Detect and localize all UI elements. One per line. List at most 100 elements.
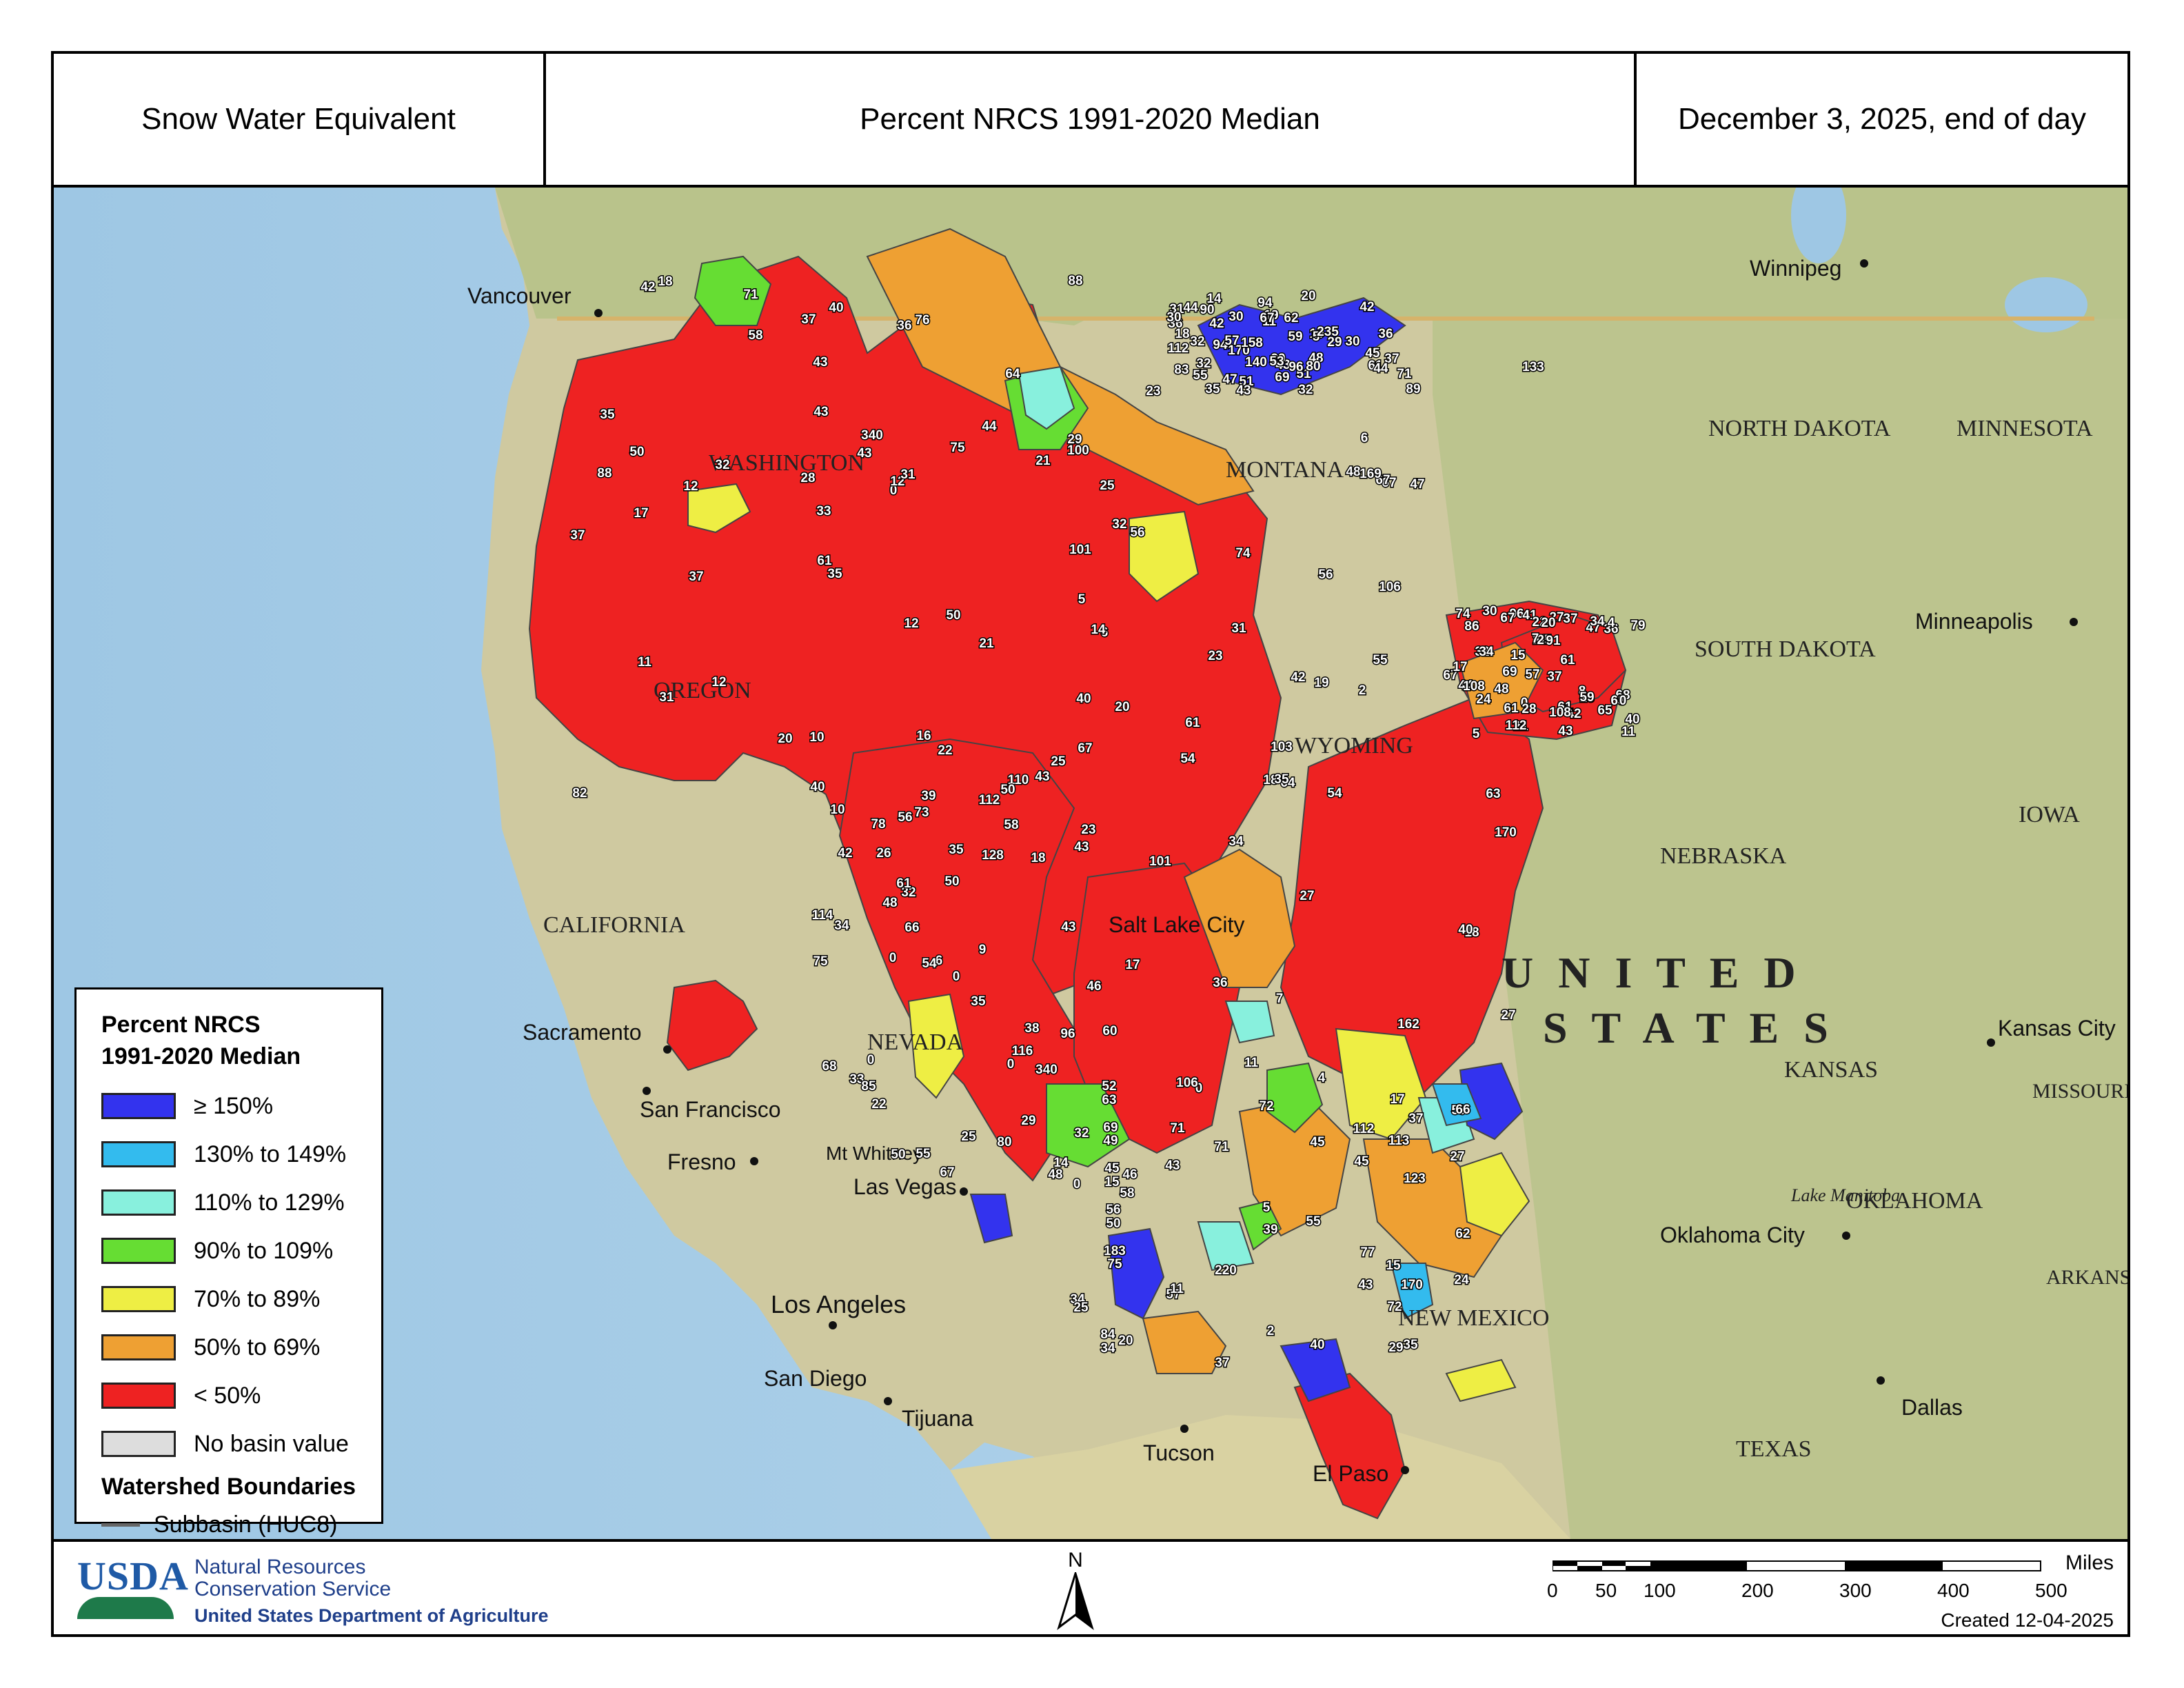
basin-value: 48: [1494, 682, 1508, 696]
basin-value: 25: [1051, 754, 1066, 769]
label-kansas: KANSAS: [1784, 1057, 1878, 1083]
basin-value: 64: [1005, 367, 1020, 381]
legend-label: 110% to 129%: [194, 1189, 345, 1216]
basin-value: 58: [748, 328, 762, 343]
basin-value: 35: [949, 843, 964, 857]
legend-label: ≥ 150%: [194, 1092, 274, 1119]
basin-regions[interactable]: [528, 228, 1627, 1520]
basin-value: 5: [1263, 1200, 1271, 1215]
basin-value: 17: [634, 506, 648, 521]
basin-value: 6: [1361, 431, 1368, 445]
footer: USDA Natural Resources Conservation Serv…: [54, 1539, 2127, 1637]
basin-value: 94: [1257, 296, 1273, 310]
basin-value: 37: [1408, 1112, 1423, 1126]
basin-value: 43: [813, 405, 828, 419]
city-las-vegas: Las Vegas: [853, 1174, 956, 1199]
basin-value: 75: [950, 441, 965, 455]
state-labels: WASHINGTON OREGON CALIFORNIA NEVADA MONT…: [543, 416, 2127, 1462]
basin-value: 56: [1106, 1203, 1120, 1217]
label-oregon: OREGON: [654, 678, 751, 703]
basin-value: 37: [1547, 670, 1561, 684]
basin-yellow-4: [1129, 510, 1200, 603]
basin-value: 50: [946, 608, 960, 623]
basin-value: 47: [1586, 621, 1600, 635]
basin-value: 71: [1397, 367, 1412, 381]
usda-logo: USDA: [77, 1556, 188, 1625]
scale-tick: 300: [1839, 1580, 1872, 1601]
basin-value: 43: [1275, 358, 1290, 372]
basin-value: 0: [890, 483, 898, 498]
basin-value: 23: [1081, 823, 1095, 837]
basin-value: 91: [1546, 634, 1561, 648]
legend-swatch: [101, 1189, 176, 1216]
label-nebraska: NEBRASKA: [1660, 843, 1787, 869]
basin-value: 34: [834, 918, 849, 933]
basin-value: 37: [689, 570, 703, 584]
basin-value: 32: [715, 458, 729, 472]
basin-value: 0: [1619, 694, 1627, 708]
basin-value: 39: [1263, 1223, 1277, 1237]
basin-value: 85: [861, 1079, 876, 1094]
basin-value: 37: [1563, 612, 1577, 626]
basin-value: 57: [1166, 1287, 1180, 1302]
basin-value: 22: [938, 743, 952, 758]
basin-cyan-1: [1390, 1263, 1434, 1320]
city-el-paso: El Paso: [1313, 1461, 1388, 1486]
basin-value: 50: [1000, 783, 1015, 797]
legend-label: < 50%: [194, 1382, 261, 1409]
city-los-angeles: Los Angeles: [771, 1290, 906, 1318]
basin-value: 36: [897, 319, 911, 333]
basin-value: 73: [914, 805, 929, 820]
basin-value: 62: [1284, 311, 1298, 325]
basin-value: 45: [1104, 1161, 1120, 1176]
label-new-mexico: NEW MEXICO: [1398, 1305, 1549, 1331]
scale-tick: 500: [2035, 1580, 2067, 1601]
basin-value: 50: [891, 1147, 905, 1162]
city-kansas-city: Kansas City: [1998, 1016, 2116, 1041]
basin-value: 90: [1200, 303, 1214, 317]
legend-item: ≥ 150%: [101, 1082, 381, 1130]
basin-value: 56: [1318, 567, 1333, 582]
basin-value: 25: [1100, 479, 1115, 493]
label-texas: TEXAS: [1736, 1436, 1812, 1462]
basin-value: 43: [857, 446, 871, 461]
feature-mt-whitney: Mt Whitney: [826, 1143, 922, 1164]
legend-swatch: [101, 1238, 176, 1264]
basin-value: 5: [1313, 330, 1320, 344]
basin-value: 4: [1318, 1071, 1326, 1085]
basin-value: 35: [971, 994, 986, 1009]
basin-value: 14: [1091, 623, 1106, 637]
basin-value: 68: [822, 1059, 836, 1074]
basin-value: 54: [1180, 752, 1195, 766]
city-tijuana: Tijuana: [902, 1406, 973, 1431]
basin-value: 32: [1190, 334, 1204, 349]
basin-value: 43: [1061, 920, 1075, 934]
basin-value: 40: [1458, 923, 1473, 937]
basin-value: 20: [778, 732, 792, 746]
basin-value: 33: [816, 504, 831, 519]
basin-value: 67: [1382, 476, 1396, 490]
basin-value: 140: [1245, 355, 1267, 370]
basin-value: 40: [1076, 692, 1091, 706]
city-labels: Vancouver Winnipeg Minneapolis Sacrament…: [467, 256, 2116, 1486]
basin-value: 112: [979, 793, 1000, 807]
map-title: Snow Water Equivalent: [54, 54, 546, 185]
basin-value: 66: [1455, 1103, 1470, 1117]
basin-value: 72: [1259, 1099, 1273, 1114]
basin-value: 55: [1373, 653, 1388, 667]
basin-value: 69: [1502, 665, 1517, 679]
basin-value: 68: [1615, 688, 1630, 703]
department-name: United States Department of Agriculture: [194, 1605, 549, 1626]
basin-value: 55: [916, 1147, 931, 1161]
basin-value: 67: [1500, 611, 1515, 625]
basin-value: 100: [1067, 443, 1089, 458]
basin-value: 47: [1410, 477, 1424, 492]
basin-value: 71: [1170, 1121, 1185, 1136]
basin-value: 123: [1404, 1172, 1426, 1186]
legend-item: 130% to 149%: [101, 1130, 381, 1178]
basin-value: 42: [640, 280, 655, 294]
basin-value: 24: [1454, 1273, 1469, 1287]
basin-value: 12: [683, 479, 698, 494]
basin-value: 158: [1241, 336, 1263, 350]
map-canvas[interactable]: WASHINGTON OREGON CALIFORNIA NEVADA MONT…: [54, 188, 2127, 1539]
